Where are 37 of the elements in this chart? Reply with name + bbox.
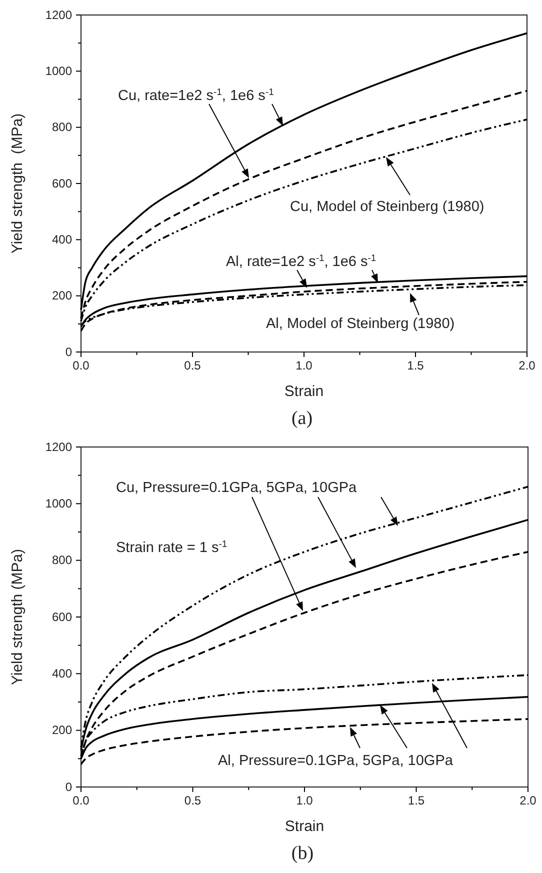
x-tick-label: 1.5 xyxy=(407,358,424,373)
y-tick-label: 400 xyxy=(52,232,72,247)
x-tick-label: 0.5 xyxy=(184,358,202,373)
x-axis-title: Strain xyxy=(284,818,324,835)
y-tick-label: 0 xyxy=(65,344,72,359)
y-tick-label: 600 xyxy=(52,176,72,190)
x-tick-label: 2.0 xyxy=(518,358,536,373)
y-tick-label: 400 xyxy=(52,666,72,681)
x-tick-label: 1.0 xyxy=(296,794,314,808)
y-tick-label: 0 xyxy=(65,780,72,794)
y-tick-label: 800 xyxy=(52,120,72,134)
y-tick-label: 1000 xyxy=(45,64,72,78)
annotation: Cu, Pressure=0.1GPa, 5GPa, 10GPa xyxy=(116,480,358,496)
y-tick-label: 800 xyxy=(52,553,72,568)
y-tick-label: 600 xyxy=(52,610,72,624)
y-tick-label: 1200 xyxy=(45,8,72,22)
annotation: Cu, Model of Steinberg (1980) xyxy=(290,199,484,215)
y-axis-title: Yield strength (MPa) xyxy=(9,548,26,686)
y-tick-label: 1000 xyxy=(45,496,72,511)
annotation: Al, Pressure=0.1GPa, 5GPa, 10GPa xyxy=(218,753,454,769)
text: (a) xyxy=(291,408,313,429)
annotation: Al, rate=1e2 s$^{-1}$, 1e6 s$^{-1}$ xyxy=(226,252,376,270)
x-tick-label: 0.0 xyxy=(72,358,90,373)
y-tick-label: 200 xyxy=(52,288,72,303)
y-tick-label: 1200 xyxy=(45,440,72,454)
x-tick-label: 1.0 xyxy=(296,358,313,373)
annotation: Strain rate = 1 s$^{-1}$ xyxy=(116,538,228,556)
y-axis-title: Yield strength (MPa) xyxy=(9,113,26,254)
x-tick-label: 2.0 xyxy=(520,794,537,808)
x-tick-label: 1.5 xyxy=(408,794,425,808)
x-tick-label: 0.5 xyxy=(184,794,202,808)
x-axis-title: Strain xyxy=(284,383,324,400)
x-tick-label: 0.0 xyxy=(72,794,90,808)
annotation: Al, Model of Steinberg (1980) xyxy=(266,316,455,332)
text: (b) xyxy=(291,843,314,864)
annotation: Cu, rate=1e2 s$^{-1}$, 1e6 s$^{-1}$ xyxy=(118,86,274,104)
y-tick-label: 200 xyxy=(52,723,72,738)
